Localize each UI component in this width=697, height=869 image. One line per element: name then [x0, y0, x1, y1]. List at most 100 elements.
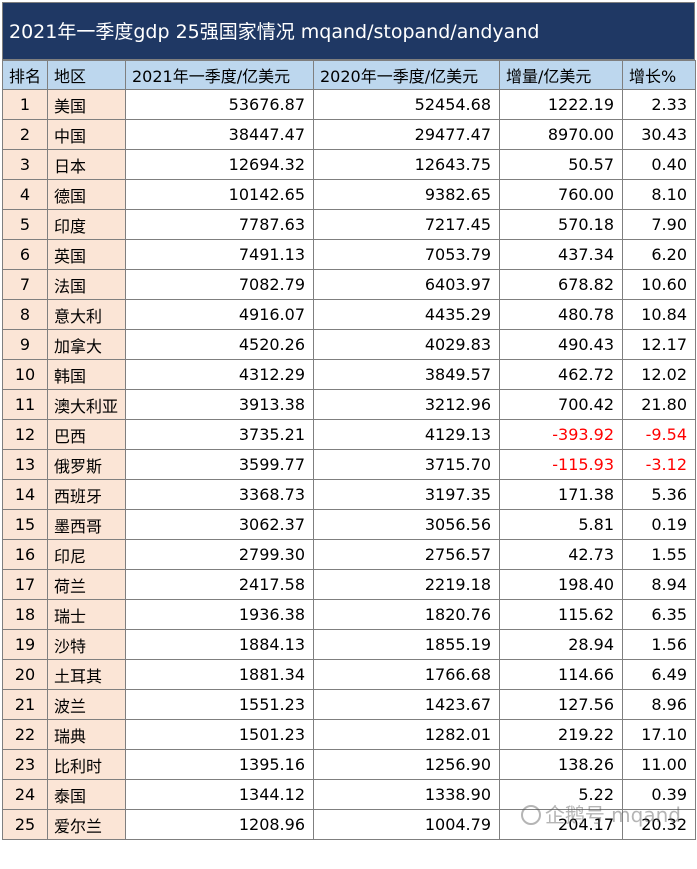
cell-region[interactable]: 爱尔兰	[47, 809, 126, 840]
cell-q1-2021[interactable]: 38447.47	[125, 119, 314, 150]
cell-growth[interactable]: 5.36	[622, 479, 696, 510]
cell-rank[interactable]: 21	[2, 689, 48, 720]
cell-q1-2020[interactable]: 1256.90	[313, 749, 500, 780]
cell-growth[interactable]: 17.10	[622, 719, 696, 750]
cell-q1-2020[interactable]: 4129.13	[313, 419, 500, 450]
cell-q1-2021[interactable]: 4916.07	[125, 299, 314, 330]
cell-increase[interactable]: 480.78	[499, 299, 623, 330]
cell-increase[interactable]: 678.82	[499, 269, 623, 300]
cell-region[interactable]: 荷兰	[47, 569, 126, 600]
cell-region[interactable]: 印尼	[47, 539, 126, 570]
cell-increase[interactable]: 28.94	[499, 629, 623, 660]
cell-rank[interactable]: 4	[2, 179, 48, 210]
cell-rank[interactable]: 14	[2, 479, 48, 510]
cell-q1-2021[interactable]: 3062.37	[125, 509, 314, 540]
cell-q1-2020[interactable]: 7053.79	[313, 239, 500, 270]
cell-rank[interactable]: 1	[2, 89, 48, 120]
cell-q1-2021[interactable]: 3368.73	[125, 479, 314, 510]
cell-q1-2020[interactable]: 2219.18	[313, 569, 500, 600]
cell-q1-2020[interactable]: 9382.65	[313, 179, 500, 210]
cell-q1-2020[interactable]: 3197.35	[313, 479, 500, 510]
cell-rank[interactable]: 11	[2, 389, 48, 420]
cell-rank[interactable]: 25	[2, 809, 48, 840]
cell-q1-2020[interactable]: 1766.68	[313, 659, 500, 690]
cell-growth[interactable]: 0.19	[622, 509, 696, 540]
cell-region[interactable]: 波兰	[47, 689, 126, 720]
cell-increase[interactable]: 42.73	[499, 539, 623, 570]
cell-q1-2021[interactable]: 1395.16	[125, 749, 314, 780]
cell-q1-2020[interactable]: 4435.29	[313, 299, 500, 330]
cell-growth[interactable]: 30.43	[622, 119, 696, 150]
cell-rank[interactable]: 13	[2, 449, 48, 480]
cell-region[interactable]: 法国	[47, 269, 126, 300]
cell-region[interactable]: 英国	[47, 239, 126, 270]
cell-growth[interactable]: 6.35	[622, 599, 696, 630]
cell-rank[interactable]: 15	[2, 509, 48, 540]
cell-region[interactable]: 巴西	[47, 419, 126, 450]
cell-increase[interactable]: 171.38	[499, 479, 623, 510]
cell-rank[interactable]: 3	[2, 149, 48, 180]
header-q1-2020[interactable]: 2020年一季度/亿美元	[313, 60, 500, 90]
cell-growth[interactable]: 20.32	[622, 809, 696, 840]
cell-increase[interactable]: 219.22	[499, 719, 623, 750]
cell-growth[interactable]: 10.84	[622, 299, 696, 330]
cell-increase[interactable]: 437.34	[499, 239, 623, 270]
cell-increase[interactable]: 198.40	[499, 569, 623, 600]
cell-region[interactable]: 瑞士	[47, 599, 126, 630]
cell-q1-2021[interactable]: 2799.30	[125, 539, 314, 570]
cell-rank[interactable]: 18	[2, 599, 48, 630]
cell-increase[interactable]: 50.57	[499, 149, 623, 180]
cell-increase[interactable]: 127.56	[499, 689, 623, 720]
cell-growth[interactable]: 10.60	[622, 269, 696, 300]
cell-growth[interactable]: 8.10	[622, 179, 696, 210]
cell-q1-2021[interactable]: 53676.87	[125, 89, 314, 120]
cell-q1-2020[interactable]: 1004.79	[313, 809, 500, 840]
cell-q1-2021[interactable]: 7787.63	[125, 209, 314, 240]
cell-q1-2021[interactable]: 10142.65	[125, 179, 314, 210]
cell-q1-2021[interactable]: 4520.26	[125, 329, 314, 360]
cell-growth[interactable]: 0.40	[622, 149, 696, 180]
cell-growth[interactable]: 12.02	[622, 359, 696, 390]
cell-q1-2020[interactable]: 1820.76	[313, 599, 500, 630]
cell-region[interactable]: 墨西哥	[47, 509, 126, 540]
header-q1-2021[interactable]: 2021年一季度/亿美元	[125, 60, 314, 90]
cell-q1-2021[interactable]: 3913.38	[125, 389, 314, 420]
cell-growth[interactable]: 8.96	[622, 689, 696, 720]
header-increase[interactable]: 增量/亿美元	[499, 60, 623, 90]
cell-growth[interactable]: 7.90	[622, 209, 696, 240]
cell-q1-2020[interactable]: 3212.96	[313, 389, 500, 420]
cell-region[interactable]: 瑞典	[47, 719, 126, 750]
cell-increase[interactable]: 462.72	[499, 359, 623, 390]
cell-q1-2020[interactable]: 12643.75	[313, 149, 500, 180]
cell-q1-2021[interactable]: 7491.13	[125, 239, 314, 270]
cell-region[interactable]: 土耳其	[47, 659, 126, 690]
cell-region[interactable]: 美国	[47, 89, 126, 120]
cell-increase[interactable]: 490.43	[499, 329, 623, 360]
cell-q1-2020[interactable]: 4029.83	[313, 329, 500, 360]
cell-q1-2020[interactable]: 2756.57	[313, 539, 500, 570]
cell-q1-2020[interactable]: 3056.56	[313, 509, 500, 540]
cell-q1-2021[interactable]: 1936.38	[125, 599, 314, 630]
cell-growth[interactable]: -3.12	[622, 449, 696, 480]
cell-q1-2020[interactable]: 3715.70	[313, 449, 500, 480]
cell-q1-2020[interactable]: 29477.47	[313, 119, 500, 150]
cell-region[interactable]: 德国	[47, 179, 126, 210]
cell-growth[interactable]: 21.80	[622, 389, 696, 420]
cell-q1-2020[interactable]: 1282.01	[313, 719, 500, 750]
cell-growth[interactable]: 2.33	[622, 89, 696, 120]
cell-rank[interactable]: 19	[2, 629, 48, 660]
cell-rank[interactable]: 5	[2, 209, 48, 240]
cell-q1-2021[interactable]: 1208.96	[125, 809, 314, 840]
cell-region[interactable]: 加拿大	[47, 329, 126, 360]
cell-region[interactable]: 西班牙	[47, 479, 126, 510]
cell-q1-2021[interactable]: 1551.23	[125, 689, 314, 720]
cell-growth[interactable]: -9.54	[622, 419, 696, 450]
cell-region[interactable]: 沙特	[47, 629, 126, 660]
cell-rank[interactable]: 23	[2, 749, 48, 780]
cell-region[interactable]: 印度	[47, 209, 126, 240]
cell-rank[interactable]: 16	[2, 539, 48, 570]
header-rank[interactable]: 排名	[2, 60, 48, 90]
cell-rank[interactable]: 2	[2, 119, 48, 150]
cell-increase[interactable]: 114.66	[499, 659, 623, 690]
cell-q1-2021[interactable]: 3599.77	[125, 449, 314, 480]
